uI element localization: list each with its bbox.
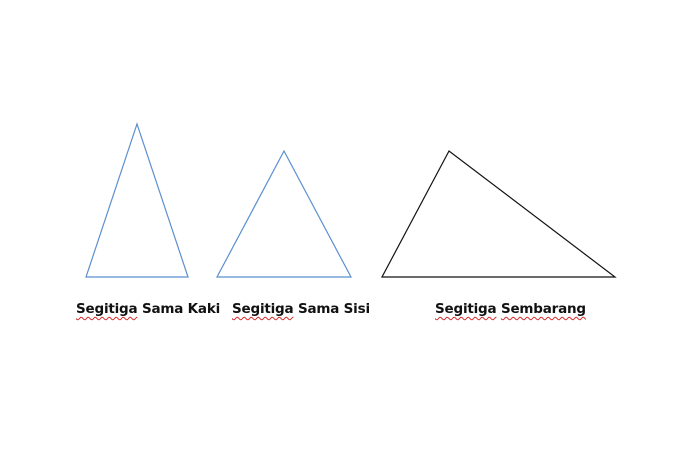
equilateral-label: Segitiga Sama Sisi [232, 298, 370, 320]
label-word: Sama [141, 301, 184, 317]
label-word: Segitiga [232, 301, 294, 317]
label-word: Sisi [343, 301, 370, 317]
label-word: Sama [297, 301, 340, 317]
label-word: Sembarang [500, 301, 586, 317]
label-word: Segitiga [435, 301, 497, 317]
label-word: Kaki [187, 301, 221, 317]
scalene-triangle [381, 150, 617, 278]
isosceles-triangle [85, 122, 189, 278]
isosceles-label: Segitiga Sama Kaki [76, 298, 220, 320]
equilateral-triangle [216, 149, 352, 278]
scalene-label: Segitiga Sembarang [435, 298, 586, 320]
label-word: Segitiga [76, 301, 138, 317]
